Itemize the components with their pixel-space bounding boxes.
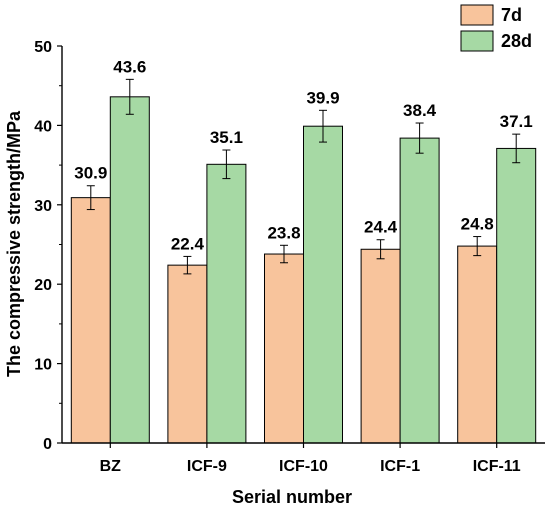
value-label-28d-ICF-11: 37.1 (500, 112, 533, 131)
bar-7d-ICF-11 (457, 245, 498, 444)
x-tick-label-ICF-11: ICF-11 (473, 458, 521, 475)
bar-28d-BZ (109, 96, 150, 444)
legend-swatch-7d (460, 4, 494, 26)
value-label-28d-ICF-9: 35.1 (210, 128, 243, 147)
bar-28d-ICF-9 (206, 163, 247, 444)
legend-swatch-28d (460, 30, 494, 52)
y-tick-label-50: 50 (34, 39, 52, 56)
value-label-7d-ICF-11: 24.8 (461, 215, 494, 234)
value-label-7d-ICF-9: 22.4 (171, 234, 205, 253)
value-label-7d-ICF-10: 23.8 (267, 223, 300, 242)
bar-7d-ICF-1 (360, 248, 401, 444)
y-tick-label-10: 10 (34, 357, 52, 374)
legend-label-7d: 7d (501, 5, 522, 25)
bar-28d-ICF-10 (303, 125, 343, 444)
value-label-28d-BZ: 43.6 (113, 57, 146, 76)
x-tick-label-ICF-10: ICF-10 (279, 458, 328, 475)
y-tick-label-30: 30 (34, 198, 52, 215)
value-label-28d-ICF-10: 39.9 (306, 88, 339, 107)
bar-28d-ICF-11 (496, 147, 537, 444)
bar-7d-ICF-9 (167, 264, 208, 444)
y-axis-title: The compressive strength/MPa (4, 110, 24, 377)
value-label-28d-ICF-1: 38.4 (403, 101, 437, 120)
bar-28d-ICF-1 (399, 137, 440, 444)
x-tick-label-BZ: BZ (100, 458, 122, 475)
y-tick-label-20: 20 (34, 277, 52, 294)
y-tick-label-40: 40 (34, 118, 52, 135)
x-axis-title: Serial number (232, 487, 352, 507)
x-tick-label-ICF-1: ICF-1 (380, 458, 420, 475)
plot-area: 30.943.6BZ22.435.1ICF-923.839.9ICF-1024.… (34, 39, 545, 475)
bar-7d-ICF-10 (264, 253, 304, 444)
value-label-7d-ICF-1: 24.4 (364, 218, 398, 237)
y-tick-label-0: 0 (43, 436, 52, 453)
legend-label-28d: 28d (501, 31, 532, 51)
x-tick-label-ICF-9: ICF-9 (187, 458, 227, 475)
value-label-7d-BZ: 30.9 (74, 164, 107, 183)
bar-7d-BZ (70, 197, 111, 444)
